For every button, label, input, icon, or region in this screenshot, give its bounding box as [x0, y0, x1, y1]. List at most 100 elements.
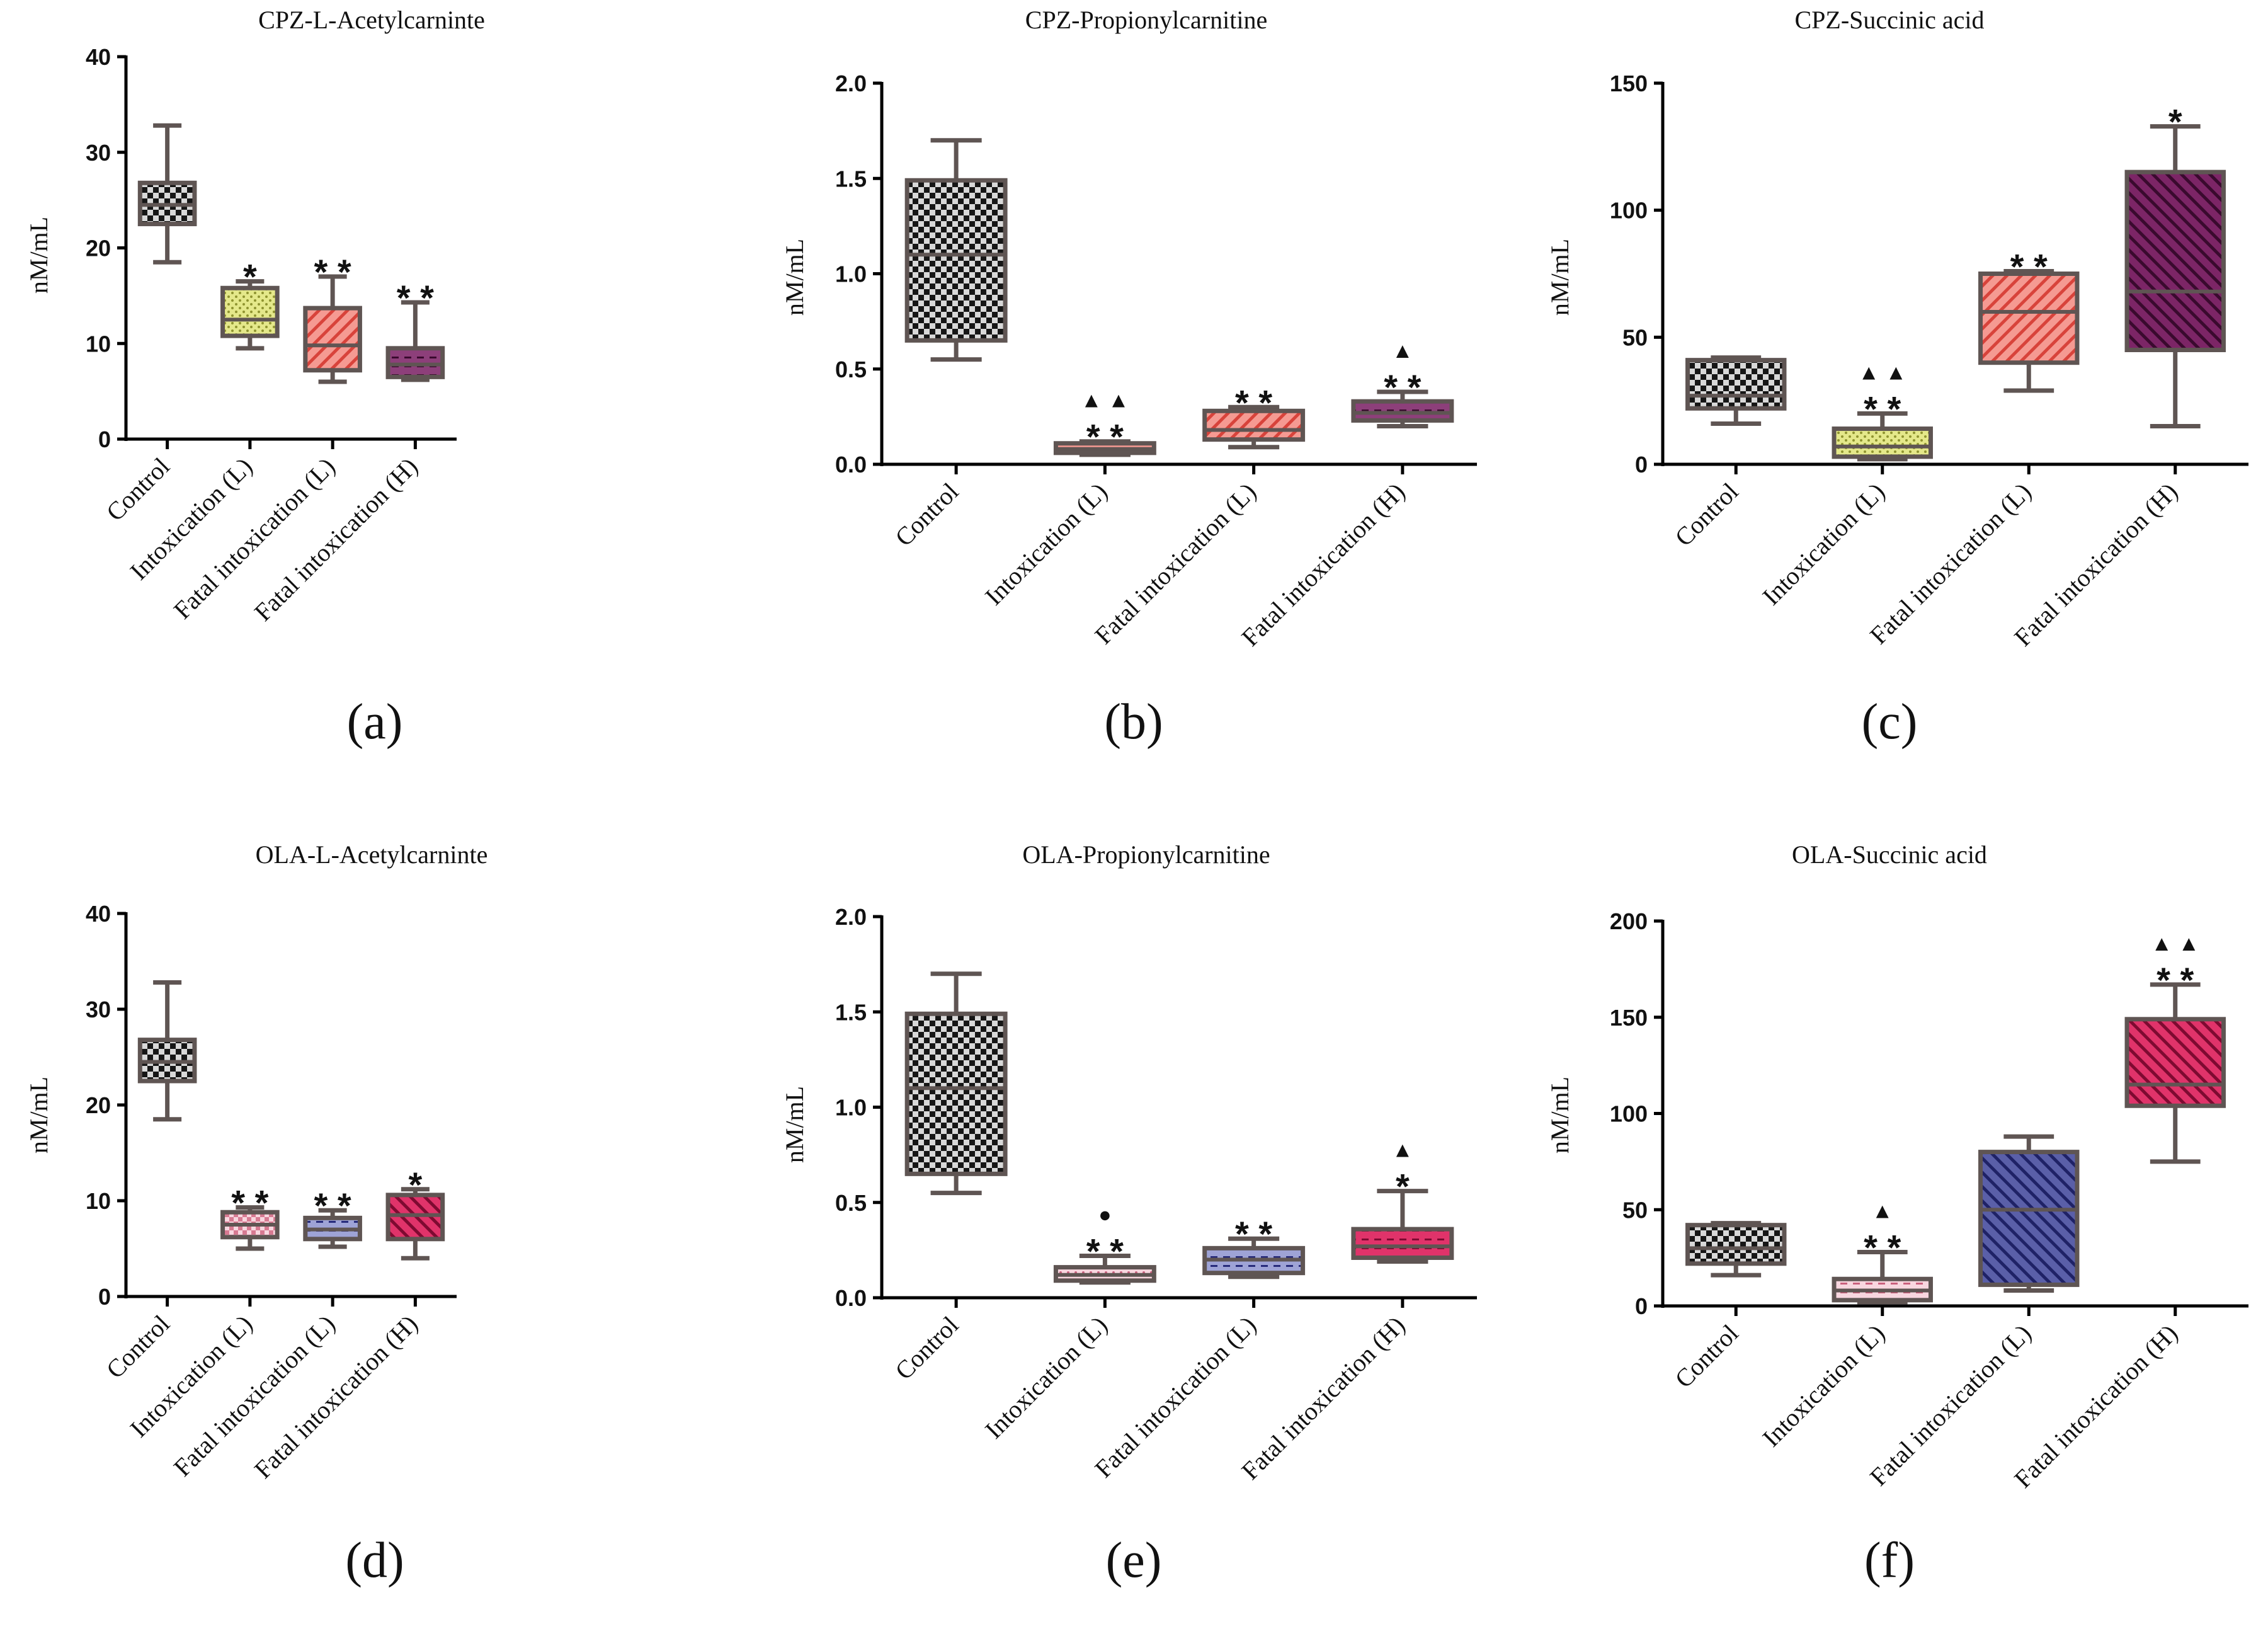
box-plot: * *	[385, 278, 445, 382]
iqr-box	[1832, 426, 1933, 459]
chart-title: CPZ-L-Acetylcarninte	[258, 6, 485, 34]
significance-marker: ●	[1098, 1203, 1112, 1227]
y-tick-label: 20	[86, 1092, 111, 1118]
significance-marker: ▲ ▲	[2151, 932, 2199, 956]
x-tick-label: Intoxication (L)	[1757, 1319, 1890, 1453]
significance-marker: * *	[1235, 382, 1272, 422]
y-tick-label: 0.0	[835, 452, 867, 478]
chart-title: OLA-L-Acetylcarninte	[256, 840, 488, 869]
y-tick-label: 40	[86, 901, 111, 927]
y-axis-label: nM/mL	[780, 239, 809, 316]
y-tick-label: 100	[1610, 198, 1648, 224]
y-tick-label: 1.5	[835, 166, 867, 192]
chart-panel: OLA-Propionylcarnitine (e) nM/mL 0.0 0.5 1.0 1…	[780, 840, 1477, 1588]
chart-title: CPZ-Succinic acid	[1794, 6, 1984, 34]
x-tick-label: Fatal intoxication (L)	[1089, 1311, 1262, 1484]
y-tick-label: 20	[86, 236, 111, 261]
panel-label: (e)	[1106, 1533, 1162, 1588]
box-plot: *▲	[1351, 1138, 1454, 1264]
chart-panel: CPZ-L-Acetylcarninte (a) nM/mL 0 10 20 30 40 Con…	[25, 6, 485, 750]
y-tick-label: 40	[86, 44, 111, 70]
y-tick-label: 30	[86, 997, 111, 1022]
chart-panel: CPZ-Propionylcarnitine (b) nM/mL 0.0 0.5 1.0 1…	[780, 6, 1477, 750]
iqr-box	[904, 178, 1008, 343]
y-tick-label: 2.0	[835, 904, 867, 930]
x-tick-label: Control	[889, 478, 964, 552]
box-plot: * * ▲ ▲	[1832, 360, 1933, 462]
iqr-box	[220, 285, 280, 338]
iqr-box	[1685, 358, 1787, 411]
box-plot	[1685, 1221, 1787, 1278]
y-tick-label: 100	[1610, 1101, 1648, 1127]
panel-label: (d)	[345, 1533, 404, 1588]
y-tick-label: 1.5	[835, 999, 867, 1025]
significance-marker: * *	[2157, 960, 2194, 1000]
significance-marker: * *	[314, 252, 351, 292]
panel-label: (c)	[1862, 694, 1918, 750]
iqr-box	[1351, 1227, 1454, 1260]
box-plot: * * ▲ ▲	[1053, 389, 1156, 457]
x-tick-label: Intoxication (L)	[979, 478, 1113, 611]
x-tick-label: Control	[1669, 478, 1743, 552]
significance-marker: *	[243, 257, 257, 297]
iqr-box	[303, 306, 362, 373]
panel-label: (a)	[347, 694, 403, 750]
y-tick-label: 0	[98, 1284, 111, 1310]
box-plot: * *	[220, 1183, 280, 1251]
y-tick-label: 50	[1622, 1197, 1648, 1223]
significance-marker: * *	[397, 278, 434, 318]
significance-marker: * *	[1384, 367, 1421, 407]
significance-marker: * *	[1235, 1214, 1272, 1254]
x-tick-label: Fatal intoxication (L)	[1864, 478, 2037, 650]
y-tick-label: 150	[1610, 1005, 1648, 1031]
iqr-box	[385, 346, 445, 379]
significance-marker: ▲ ▲	[1858, 360, 1906, 384]
iqr-box	[1351, 399, 1454, 423]
iqr-box	[1202, 408, 1306, 442]
x-tick-label: Fatal intoxication (L)	[168, 1310, 341, 1482]
significance-marker: *	[408, 1165, 422, 1205]
significance-marker: * *	[1864, 1227, 1901, 1267]
y-axis-label: nM/mL	[25, 1077, 53, 1153]
chart-panel: CPZ-Succinic acid (c) nM/mL 0 50 100 150 Contro…	[1546, 6, 2248, 750]
significance-marker: ▲ ▲	[1081, 389, 1129, 413]
significance-marker: * *	[231, 1183, 268, 1223]
y-tick-label: 30	[86, 140, 111, 166]
x-tick-label: Fatal intoxication (H)	[2009, 478, 2183, 652]
y-axis-label: nM/mL	[1546, 239, 1574, 316]
x-tick-label: Fatal intoxication (H)	[2009, 1319, 2183, 1494]
box-plot	[904, 971, 1008, 1196]
box-plot: * * ▲ ▲	[2124, 932, 2226, 1164]
x-tick-label: Intoxication (L)	[1757, 478, 1890, 611]
significance-marker: ▲	[1872, 1199, 1893, 1223]
box-plot	[1685, 355, 1787, 426]
significance-marker: * *	[1086, 1231, 1124, 1271]
y-axis-label: nM/mL	[25, 217, 53, 294]
iqr-box	[1685, 1223, 1787, 1266]
iqr-box	[1978, 1150, 2080, 1287]
panels-root: CPZ-L-Acetylcarninte (a) nM/mL 0 10 20 30 40 Con…	[25, 6, 2248, 1588]
y-tick-label: 10	[86, 1188, 111, 1214]
significance-marker: ▲	[1392, 339, 1413, 363]
x-tick-label: Control	[101, 452, 175, 527]
box-plot: * *	[303, 252, 362, 384]
box-plot: *	[2124, 102, 2226, 428]
x-tick-label: Control	[889, 1311, 964, 1385]
x-tick-label: Fatal intoxication (L)	[1089, 478, 1262, 650]
box-plot: *	[220, 257, 280, 351]
y-tick-label: 2.0	[835, 71, 867, 96]
significance-marker: *	[1396, 1167, 1410, 1206]
chart-title: OLA-Propionylcarnitine	[1022, 840, 1270, 869]
y-tick-label: 200	[1610, 908, 1648, 934]
box-plot	[1978, 1134, 2080, 1293]
box-plot	[904, 138, 1008, 362]
chart-panel: OLA-Succinic acid (f) nM/mL 0 50 100 150 200 Con…	[1546, 840, 2248, 1588]
x-tick-label: Fatal intoxication (H)	[1236, 478, 1410, 652]
y-tick-label: 0	[1635, 1293, 1648, 1319]
significance-marker: * *	[1864, 389, 1901, 428]
panel-label: (f)	[1864, 1533, 1915, 1588]
x-tick-label: Intoxication (L)	[979, 1311, 1113, 1445]
x-tick-label: Control	[101, 1310, 175, 1384]
significance-marker: ▲	[1392, 1138, 1413, 1162]
